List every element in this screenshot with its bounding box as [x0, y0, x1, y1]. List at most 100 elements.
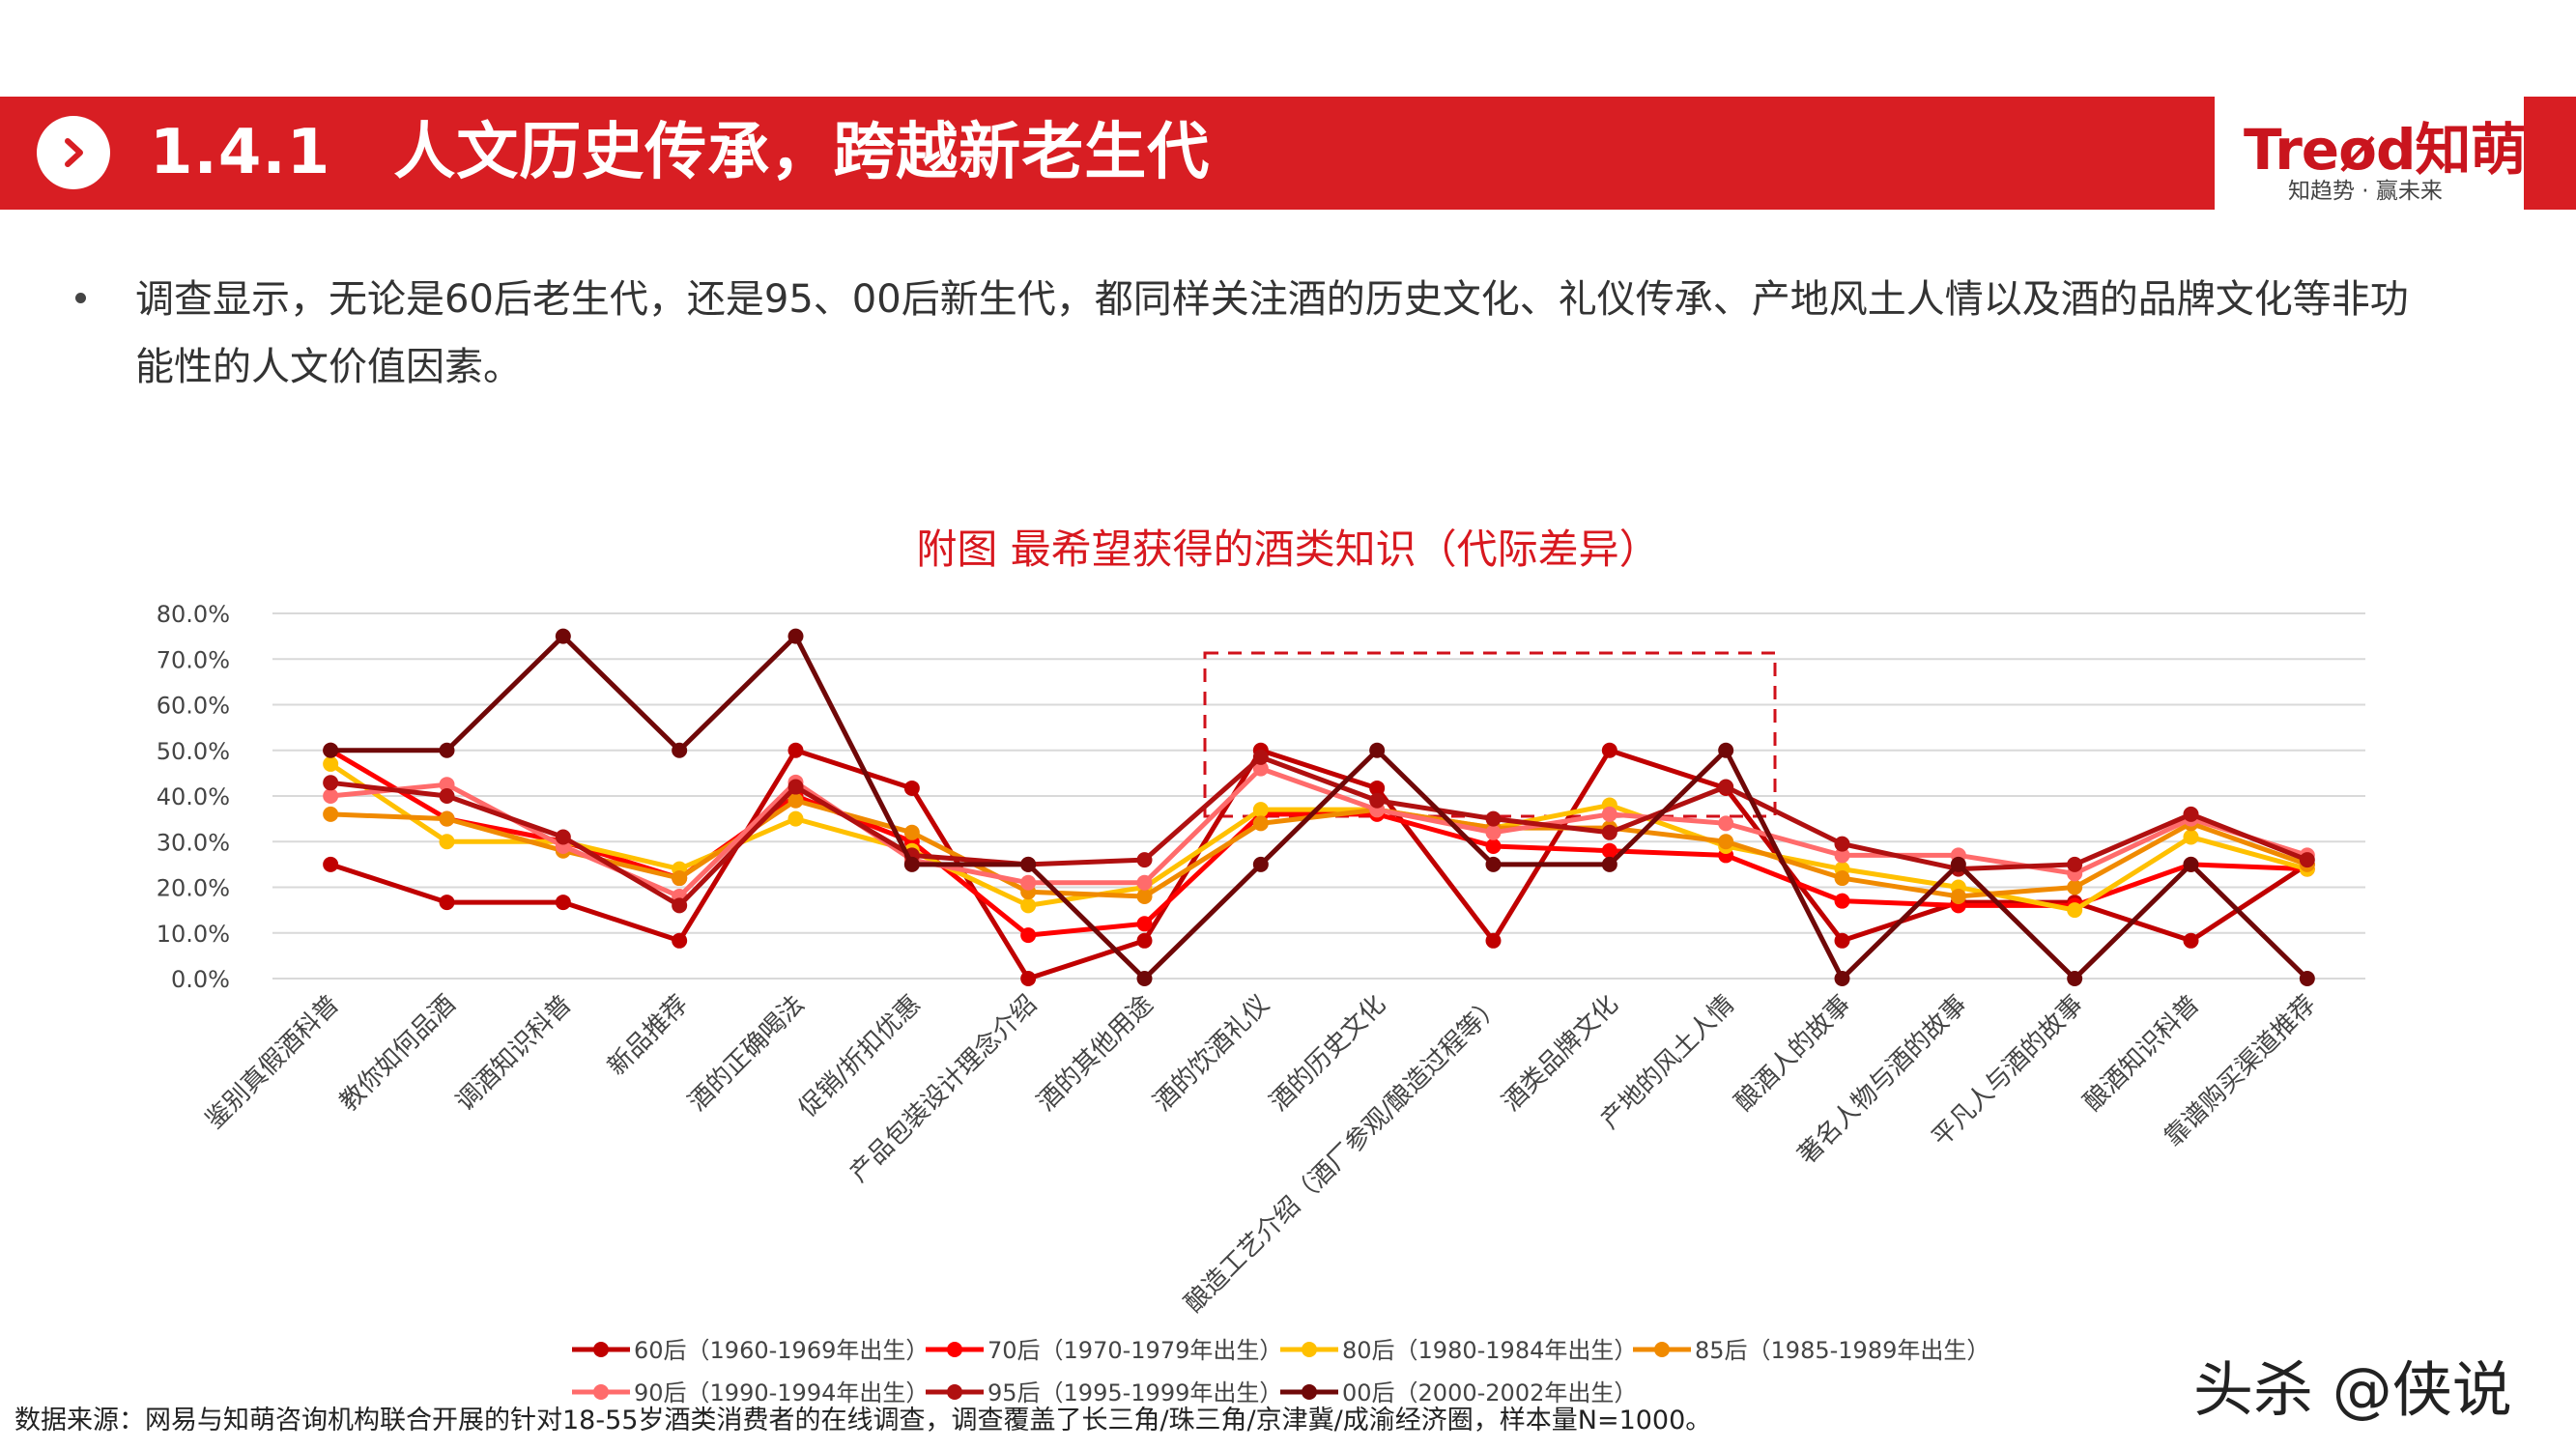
data-point [439, 742, 455, 758]
data-point [1718, 834, 1734, 850]
data-point [1834, 870, 1850, 887]
x-category-label: 产品包装设计理念介绍 [844, 990, 1043, 1188]
data-point [1020, 971, 1037, 986]
series-line [330, 798, 2308, 899]
x-category-label: 酒的正确喝法 [683, 990, 811, 1118]
data-point [439, 777, 455, 793]
legend-label: 80后（1980-1984年出生） [1342, 1337, 1637, 1364]
data-point [1834, 932, 1850, 949]
data-point [1950, 888, 1966, 904]
data-point [1020, 897, 1037, 914]
data-point [439, 834, 455, 850]
legend-swatch-marker [1302, 1384, 1317, 1400]
data-point [439, 810, 455, 827]
data-point [1950, 856, 1966, 872]
series-line [330, 634, 2309, 981]
legend-item: 95后（1995-1999年出生） [926, 1379, 1282, 1406]
y-axis-ticks: 0.0% 10.0% 20.0% 30.0% 40.0% 50.0% 60.0% 70.0% 8… [157, 601, 230, 993]
legend-label: 85后（1985-1989年出生） [1695, 1337, 1989, 1364]
legend-swatch-marker [593, 1384, 609, 1400]
data-point [1834, 893, 1850, 909]
brand-logo: Treød知萌 知趋势 · 赢未来 [2215, 97, 2526, 210]
chevron-right-icon [37, 116, 110, 189]
data-point [2183, 932, 2199, 949]
x-category-label: 酒的历史文化 [1265, 990, 1392, 1118]
legend-swatch-marker [947, 1384, 962, 1400]
page-title: 1.4.1 人文历史传承，跨越新老生代 [150, 117, 1211, 188]
y-tick-label: 0.0% [171, 966, 230, 993]
legend-swatch-marker [947, 1342, 962, 1357]
x-category-label: 新品推荐 [602, 990, 694, 1082]
data-point [1485, 932, 1502, 949]
data-point [1136, 852, 1153, 868]
data-point [323, 788, 339, 804]
data-point [555, 628, 571, 644]
data-point [1136, 874, 1153, 891]
data-point [2183, 829, 2199, 845]
data-point [1369, 742, 1386, 758]
legend-label: 00后（2000-2002年出生） [1342, 1379, 1637, 1406]
x-category-label: 酒的饮酒礼仪 [1148, 990, 1275, 1118]
data-point [1252, 815, 1269, 832]
series-lines [323, 628, 2315, 986]
data-point [1601, 742, 1617, 758]
data-point [672, 897, 688, 914]
data-point [1020, 927, 1037, 944]
x-category-label: 酒的其他用途 [1032, 990, 1159, 1118]
y-tick-label: 10.0% [157, 921, 230, 948]
legend-swatch-marker [1654, 1342, 1670, 1357]
y-tick-label: 50.0% [157, 738, 230, 765]
data-point [1369, 780, 1386, 796]
intro-paragraph: 调查显示，无论是60后老生代，还是95、00后新生代，都同样关注酒的历史文化、礼… [135, 277, 2409, 389]
series-line [329, 766, 2308, 899]
y-tick-label: 80.0% [157, 601, 230, 628]
series-line [329, 754, 2308, 908]
data-point [439, 788, 455, 804]
legend-item: 60后（1960-1969年出生） [572, 1337, 929, 1364]
data-point [1136, 971, 1153, 986]
chart-legend: 60后（1960-1969年出生） 70后（1970-1979年出生） 80后（19… [572, 1337, 1989, 1406]
y-tick-label: 60.0% [157, 693, 230, 720]
data-point [1252, 802, 1269, 818]
x-category-label: 调酒知识科普 [450, 990, 578, 1118]
data-point [1136, 932, 1153, 949]
legend-swatch-marker [593, 1342, 609, 1357]
x-category-label: 酿酒人的故事 [1730, 990, 1857, 1118]
x-category-label: 促销/折扣优惠 [793, 990, 927, 1123]
data-point [2183, 806, 2199, 822]
header-bar: 1.4.1 人文历史传承，跨越新老生代 [0, 97, 2576, 210]
x-category-label: 教你如何品酒 [334, 990, 462, 1118]
data-point [323, 755, 339, 772]
data-point [2067, 971, 2083, 986]
data-point [1485, 838, 1502, 854]
legend-swatch-marker [1302, 1342, 1317, 1357]
data-point [903, 824, 920, 840]
data-point [1718, 815, 1734, 832]
series-1 [323, 742, 2315, 944]
data-point [323, 775, 339, 791]
legend-label: 60后（1960-1969年出生） [634, 1337, 929, 1364]
data-point [1252, 856, 1269, 872]
data-point [1485, 856, 1502, 872]
data-point [1369, 792, 1386, 809]
y-tick-label: 40.0% [157, 783, 230, 810]
data-point [903, 780, 920, 796]
data-point [2299, 971, 2315, 986]
data-point [1834, 847, 1850, 864]
data-point [787, 779, 804, 795]
data-point [1485, 810, 1502, 827]
data-point [672, 870, 688, 887]
chart-title: 附图 最希望获得的酒类知识（代际差异） [916, 526, 1660, 573]
data-point [323, 806, 339, 822]
data-point [1136, 916, 1153, 932]
series-6 [323, 628, 2315, 986]
data-point [787, 810, 804, 827]
watermark-text: 头杀 @侠说 [2193, 1354, 2512, 1425]
legend-item: 00后（2000-2002年出生） [1280, 1379, 1637, 1406]
logo-brand-text: Treød知萌 [2244, 117, 2526, 183]
data-point [555, 829, 571, 845]
y-tick-label: 30.0% [157, 829, 230, 856]
data-point [1020, 856, 1037, 872]
